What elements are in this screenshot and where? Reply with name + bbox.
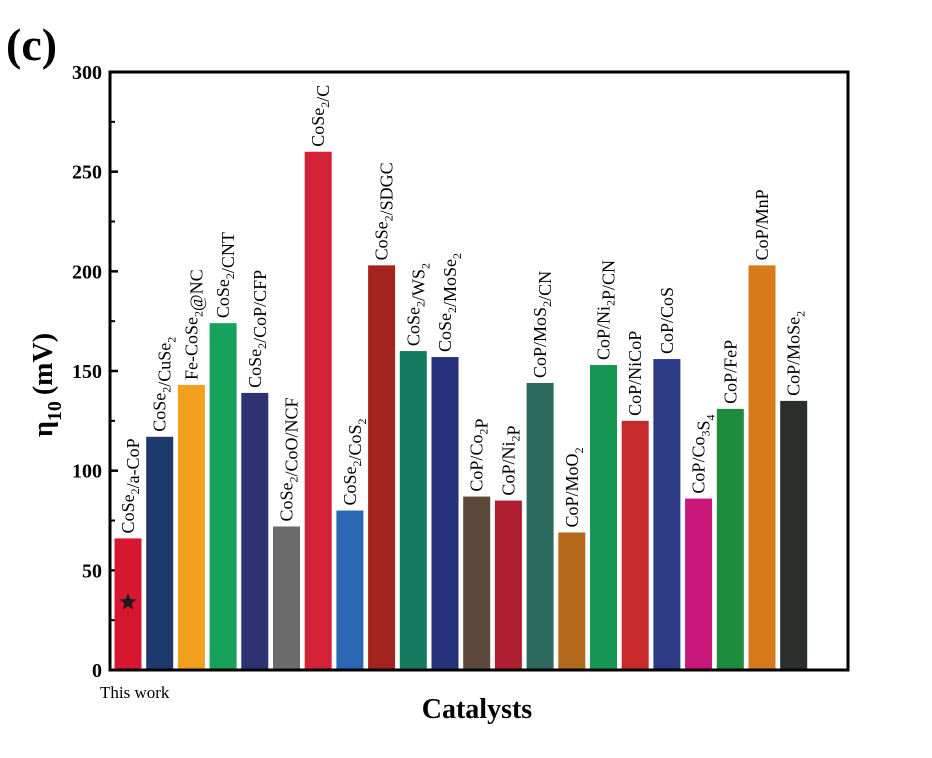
x-axis-title: Catalysts [422, 694, 533, 725]
bar-label: CoSe2/SDGC [372, 162, 397, 260]
bar [494, 500, 522, 670]
bar-label: CoP/Co2P [467, 419, 492, 492]
plot-frame [108, 70, 850, 672]
bar-label: CoSe2/a-CoP [118, 438, 143, 533]
bar [368, 265, 396, 670]
bar [336, 510, 364, 670]
y-tick-label: 50 [82, 560, 102, 582]
bar-label: CoP/Ni2P/CN [594, 260, 619, 360]
bar [748, 265, 776, 670]
bar [209, 323, 237, 670]
y-tick-label: 100 [72, 461, 102, 483]
this-work-label: This work [100, 683, 170, 702]
bar [177, 384, 205, 670]
bar-label: CoP/Co3S4 [689, 415, 718, 494]
bar [653, 359, 681, 670]
star-marker [119, 593, 137, 610]
bar-label: CoSe2/CoS2 [340, 418, 369, 505]
bar-label: CoSe2/CuSe2 [150, 337, 179, 432]
star-icon [119, 593, 137, 610]
bar [431, 357, 459, 670]
bar-label: CoSe2/MoSe2 [435, 253, 464, 352]
y-axis-ticks: 0 50 100 150 200 250 300 [72, 62, 118, 682]
bar [304, 151, 332, 670]
bar [146, 436, 174, 670]
bar-label: CoP/MnP [752, 189, 772, 260]
y-tick-label: 300 [72, 62, 102, 84]
bar [241, 392, 269, 670]
bar-label: CoSe2/WS2 [403, 263, 432, 346]
bar [685, 498, 713, 670]
bar-label: CoP/MoS2/CN [530, 271, 555, 378]
y-axis-title-unit: (mV) [28, 333, 59, 395]
bar-label: CoP/NiCoP [625, 331, 645, 416]
bar-label: CoSe2/CoO/NCF [277, 397, 302, 521]
bar [558, 532, 586, 670]
bar [463, 496, 491, 670]
bar-label: CoP/FeP [720, 340, 740, 404]
bar [526, 382, 554, 670]
y-tick-label: 200 [72, 261, 102, 283]
bar-label: CoP/CoS [657, 287, 677, 354]
bar-label: Fe-CoSe2@NC [181, 269, 206, 380]
bar-label: CoSe2/C [308, 85, 333, 147]
y-axis-title-main: η [28, 421, 59, 437]
bar-labels: CoSe2/a-CoP CoSe2/CuSe2 Fe-CoSe2@NC CoSe2/C… [118, 85, 808, 534]
svg-text:η10(mV): η10 (mV) [28, 333, 66, 437]
y-tick-label: 250 [72, 162, 102, 184]
y-axis-title: η10 (mV) [28, 333, 66, 437]
bar-label: CoSe2/CNT [213, 232, 238, 318]
y-axis-title-sub: 10 [44, 401, 66, 421]
bar [621, 420, 649, 670]
y-tick-label: 150 [72, 361, 102, 383]
panel-label: (c) [6, 19, 57, 70]
bar-label: CoP/Ni2P [498, 426, 523, 496]
bar-label: CoP/MoSe2 [784, 311, 808, 396]
bar [780, 400, 808, 670]
y-tick-label: 0 [92, 660, 102, 682]
bar [590, 365, 617, 670]
bar-label: CoP/MoO2 [562, 447, 586, 527]
bar-label: CoSe2/CoP/CFP [245, 270, 270, 388]
bar [716, 408, 744, 670]
bar [399, 351, 427, 670]
bar [273, 526, 300, 670]
bars [114, 151, 808, 670]
